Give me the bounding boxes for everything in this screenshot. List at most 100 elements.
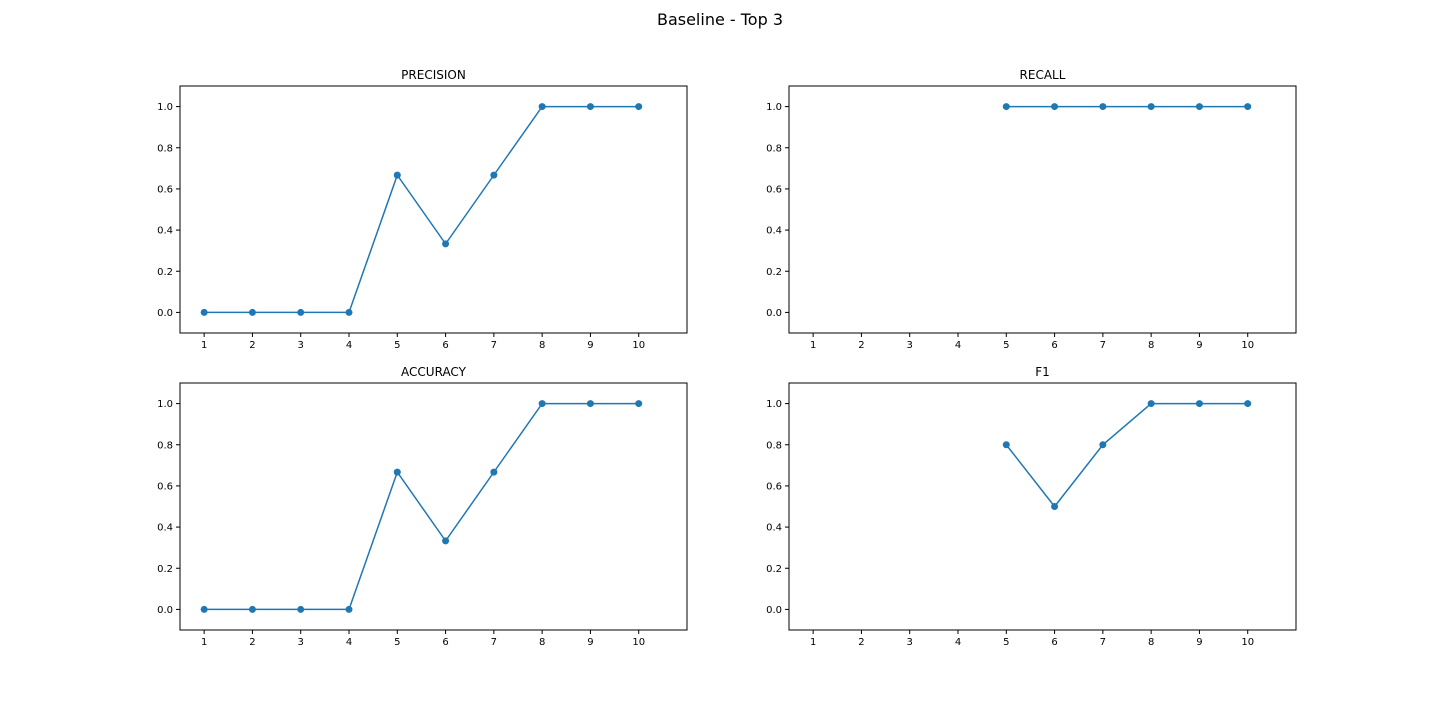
subplot-title: F1 [1035, 365, 1050, 379]
x-tick-label: 10 [632, 637, 645, 648]
x-tick-label: 2 [249, 340, 255, 351]
x-tick-label: 10 [1241, 637, 1254, 648]
series-line [204, 402, 639, 611]
data-point [1244, 400, 1252, 408]
x-tick-label: 5 [394, 637, 400, 648]
subplot-title: PRECISION [401, 68, 466, 82]
x-tick-label: 6 [442, 340, 448, 351]
y-tick-label: 0.4 [766, 226, 782, 237]
y-tick-label: 1.0 [766, 102, 782, 113]
x-tick-label: 1 [810, 637, 816, 648]
y-tick-label: 0.0 [766, 308, 782, 319]
y-tick-label: 1.0 [157, 399, 173, 410]
data-point [490, 171, 498, 179]
data-point [586, 400, 594, 408]
subplot-recall: RECALL 1 2 3 4 5 6 7 8 9 10 0.0 0.2 0.4 0.6 0.8 1.0 [766, 68, 1297, 351]
x-tick-label: 9 [1196, 637, 1202, 648]
y-tick-label: 0.2 [157, 564, 173, 575]
x-tick-label: 7 [491, 637, 497, 648]
axes-frame [788, 382, 1297, 631]
subplot-title: RECALL [1020, 68, 1066, 82]
data-point [442, 240, 450, 248]
axes-frame [179, 85, 688, 334]
figure-title: Baseline - Top 3 [656, 10, 784, 29]
subplot-precision: PRECISION 1 2 3 4 5 6 7 8 9 10 0.0 0.2 0.4 0.6 0.8 1.0 [157, 68, 688, 351]
data-point [538, 400, 546, 408]
x-tick-label: 5 [1003, 637, 1009, 648]
x-tick-label: 4 [346, 637, 352, 648]
data-point [248, 605, 256, 613]
data-point [1147, 103, 1155, 111]
x-tick-label: 3 [298, 637, 304, 648]
y-tick-label: 0.8 [766, 440, 782, 451]
y-tick-label: 1.0 [766, 399, 782, 410]
y-tick-label: 0.6 [157, 184, 173, 195]
y-tick-label: 0.2 [157, 267, 173, 278]
data-point [393, 171, 401, 179]
y-tick-label: 0.6 [766, 184, 782, 195]
x-tick-label: 8 [1148, 637, 1154, 648]
subplot-f1: F1 1 2 3 4 5 6 7 8 9 10 0.0 0.2 0.4 0.6 0.8 1.0 [766, 365, 1297, 648]
y-tick-label: 0.4 [157, 523, 173, 534]
data-point [1051, 103, 1059, 111]
x-tick-label: 5 [1003, 340, 1009, 351]
x-tick-label: 6 [442, 637, 448, 648]
x-tick-label: 1 [201, 340, 207, 351]
data-point [1099, 103, 1107, 111]
y-tick-label: 0.4 [157, 226, 173, 237]
x-tick-label: 10 [1241, 340, 1254, 351]
x-tick-label: 1 [201, 637, 207, 648]
y-tick-label: 0.8 [157, 440, 173, 451]
data-point [490, 468, 498, 476]
data-point [635, 103, 643, 111]
x-tick-label: 2 [858, 637, 864, 648]
data-point [442, 537, 450, 545]
data-point [635, 400, 643, 408]
data-point [393, 468, 401, 476]
series-line [204, 105, 639, 314]
data-point [1099, 441, 1107, 449]
data-point [297, 605, 305, 613]
x-tick-label: 4 [346, 340, 352, 351]
x-tick-label: 5 [394, 340, 400, 351]
y-tick-label: 0.8 [157, 143, 173, 154]
data-point [538, 103, 546, 111]
x-tick-label: 7 [1100, 340, 1106, 351]
x-tick-label: 10 [632, 340, 645, 351]
y-tick-label: 0.2 [766, 564, 782, 575]
data-point [586, 103, 594, 111]
x-tick-label: 4 [955, 340, 961, 351]
data-point [1051, 503, 1059, 510]
y-tick-label: 0.6 [766, 481, 782, 492]
x-tick-label: 9 [587, 340, 593, 351]
x-tick-label: 8 [539, 340, 545, 351]
data-point [345, 605, 353, 613]
y-tick-label: 0.8 [766, 143, 782, 154]
data-point [297, 308, 305, 316]
data-point [1195, 400, 1203, 408]
subplot-title: ACCURACY [401, 365, 467, 379]
x-tick-label: 6 [1051, 637, 1057, 648]
data-point [1244, 103, 1252, 111]
x-tick-label: 8 [1148, 340, 1154, 351]
x-tick-label: 2 [249, 637, 255, 648]
x-tick-label: 3 [298, 340, 304, 351]
x-tick-label: 1 [810, 340, 816, 351]
y-tick-label: 0.0 [157, 308, 173, 319]
series-line [1005, 402, 1248, 508]
axes-frame [179, 382, 688, 631]
y-tick-label: 0.0 [766, 605, 782, 616]
axes-frame [788, 85, 1297, 334]
x-tick-label: 3 [907, 340, 913, 351]
data-point [1002, 441, 1010, 449]
data-point [1195, 103, 1203, 111]
data-point [1002, 103, 1010, 111]
y-tick-label: 0.2 [766, 267, 782, 278]
x-tick-label: 9 [1196, 340, 1202, 351]
data-point [248, 308, 256, 316]
data-point [345, 308, 353, 316]
x-tick-label: 9 [587, 637, 593, 648]
x-tick-label: 7 [491, 340, 497, 351]
